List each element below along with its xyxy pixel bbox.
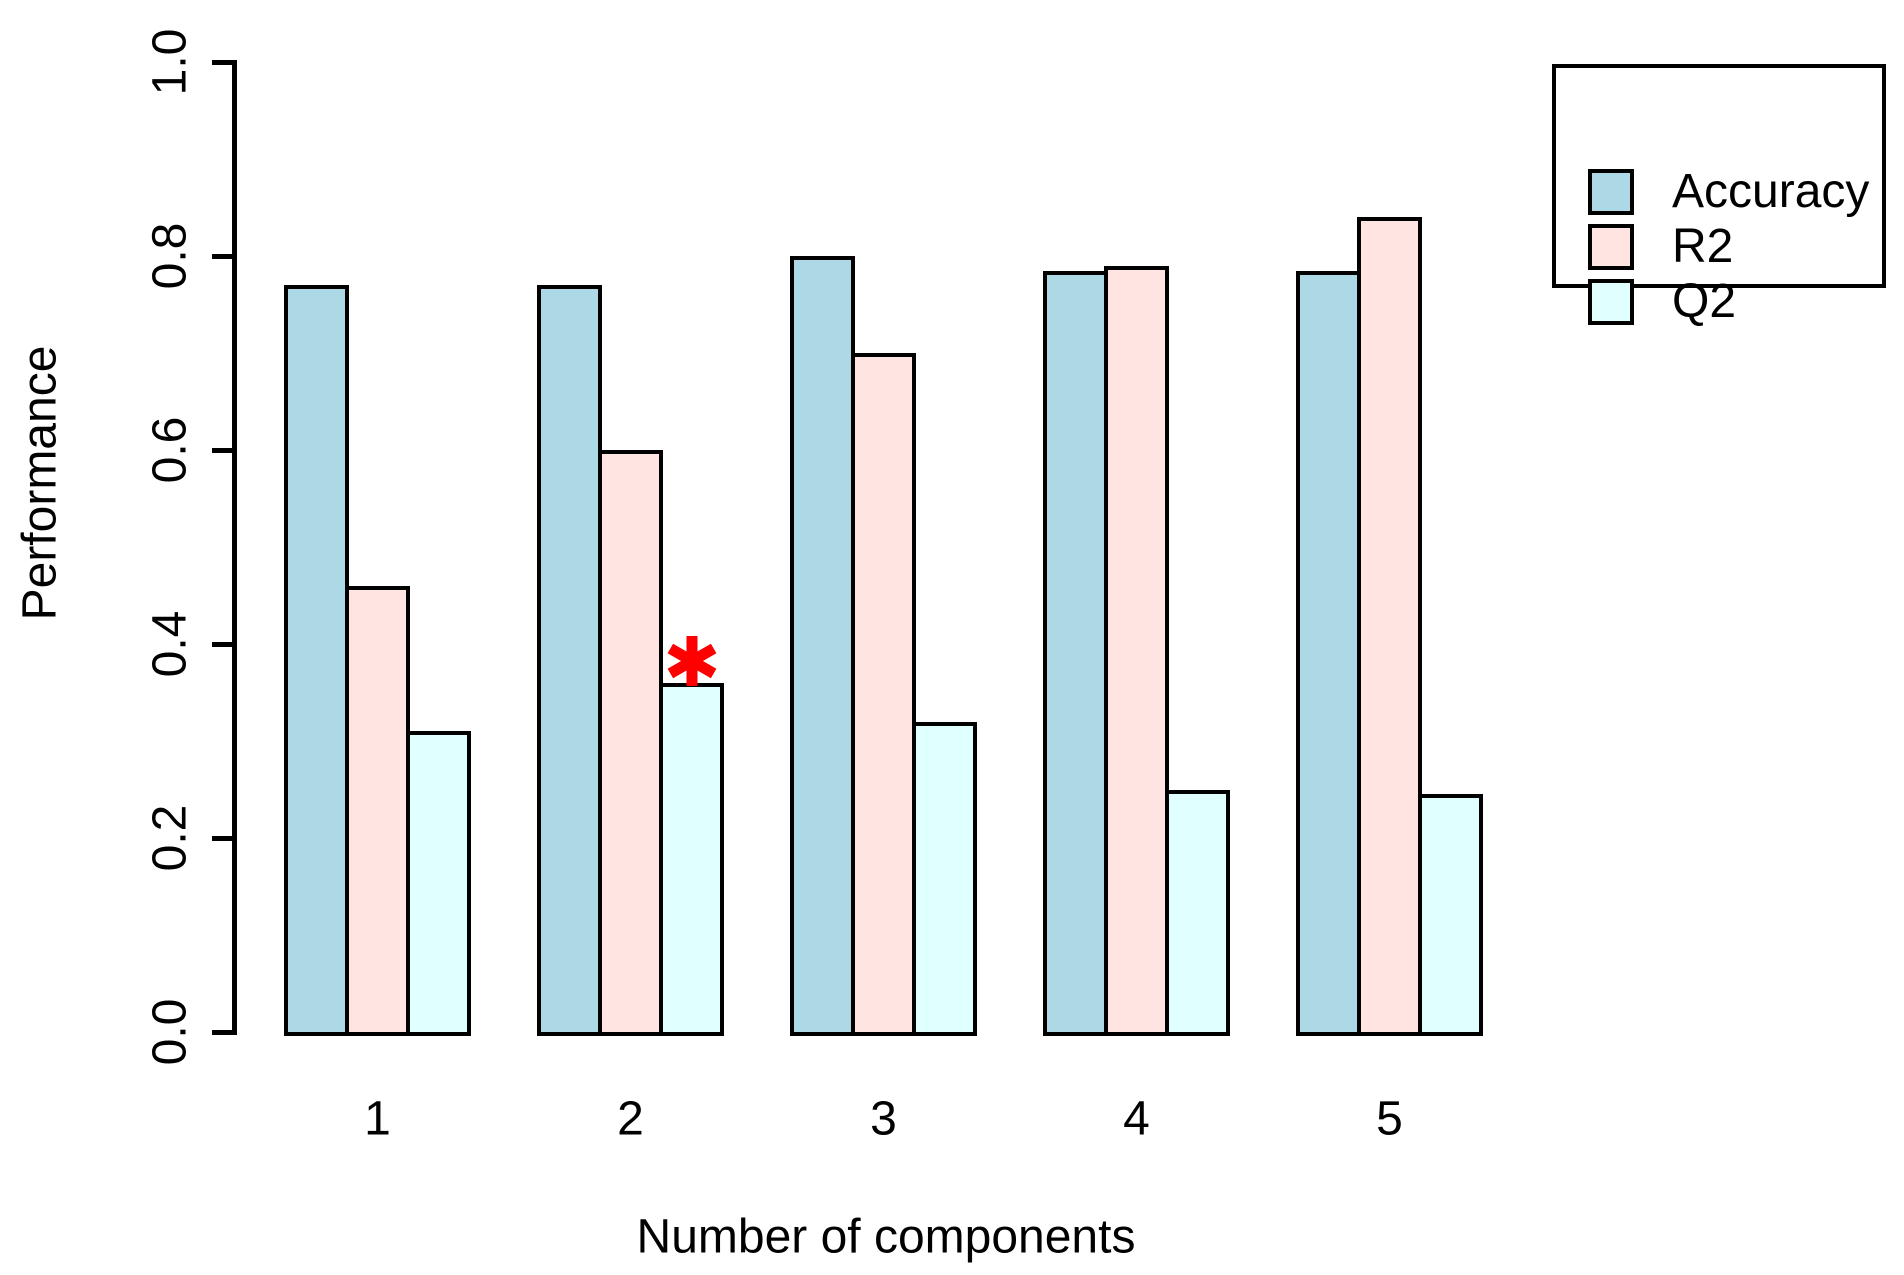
legend-item-q2: Q2 [1588, 274, 1736, 329]
bar-accuracy-3 [790, 256, 855, 1036]
y-tick-label: 0.0 [143, 998, 197, 1066]
y-axis-tick [212, 60, 236, 65]
legend-item-r2: R2 [1588, 219, 1733, 274]
y-tick-label: 1.0 [143, 28, 197, 96]
bar-accuracy-4 [1043, 270, 1108, 1036]
bar-accuracy-1 [284, 285, 349, 1036]
significance-asterisk-icon [667, 635, 716, 686]
bar-r2-4 [1104, 265, 1169, 1036]
bar-accuracy-5 [1296, 270, 1361, 1036]
bar-q2-3 [912, 721, 977, 1036]
x-tick-label: 4 [1123, 1092, 1150, 1146]
bar-r2-5 [1357, 217, 1422, 1036]
legend-label-r2: R2 [1672, 220, 1734, 273]
legend-label-q2: Q2 [1672, 275, 1737, 328]
x-tick-label: 1 [364, 1092, 391, 1146]
y-axis-tick [212, 1030, 236, 1035]
x-tick-label: 5 [1376, 1092, 1403, 1146]
y-tick-label: 0.6 [143, 416, 197, 484]
y-tick-label: 0.8 [143, 222, 197, 290]
y-axis-tick [212, 642, 236, 647]
legend-label-accuracy: Accuracy [1672, 165, 1870, 218]
y-tick-label: 0.2 [143, 804, 197, 872]
y-tick-label: 0.4 [143, 610, 197, 678]
y-axis-tick [212, 254, 236, 259]
y-axis-tick [212, 448, 236, 453]
y-axis-tick [212, 836, 236, 841]
bar-r2-2 [598, 450, 663, 1036]
bar-q2-1 [406, 731, 471, 1036]
legend-swatch-q2-icon [1588, 278, 1634, 325]
bar-r2-1 [345, 585, 410, 1036]
x-tick-label: 2 [617, 1092, 644, 1146]
bar-q2-2 [659, 682, 724, 1036]
bar-accuracy-2 [537, 285, 602, 1036]
bar-q2-5 [1418, 794, 1483, 1036]
legend-item-accuracy: Accuracy [1588, 164, 1869, 219]
x-tick-label: 3 [870, 1092, 897, 1146]
y-axis-line [232, 60, 237, 1035]
x-axis-title: Number of components [636, 1210, 1136, 1264]
bar-r2-3 [851, 353, 916, 1036]
bar-q2-4 [1165, 789, 1230, 1036]
legend: Accuracy R2 Q2 [1552, 64, 1886, 328]
legend-swatch-r2-icon [1588, 223, 1634, 270]
legend-swatch-accuracy-icon [1588, 168, 1634, 215]
